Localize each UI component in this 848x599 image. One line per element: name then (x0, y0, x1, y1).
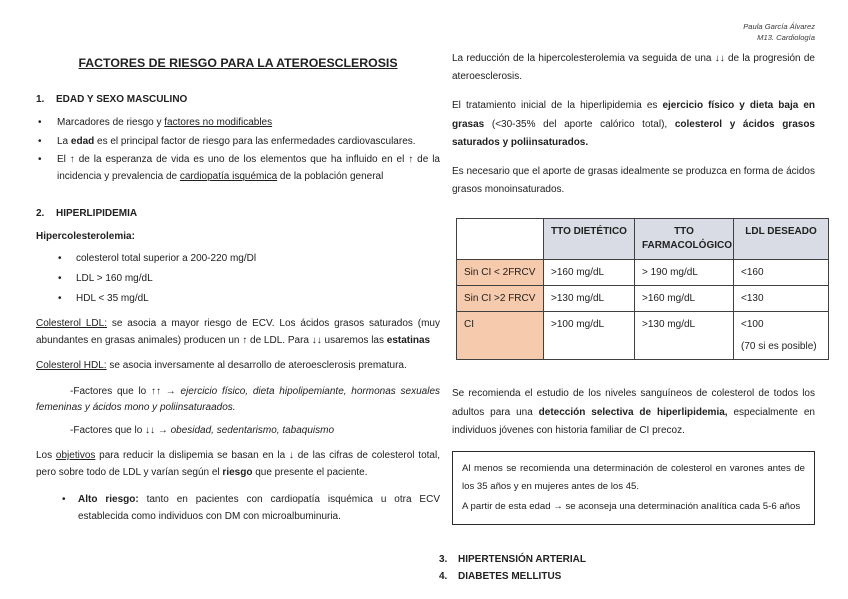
table-header-row: TTO DIETÉTICO TTO FARMACOLÓGICO LDL DESE… (456, 218, 829, 261)
section-3-title: HIPERTENSIÓN ARTERIAL (458, 553, 586, 565)
colesterol-ldl-paragraph: Colesterol LDL: se asocia a mayor riesgo… (36, 318, 440, 346)
list-item: Marcadores de riesgo y factores no modif… (36, 115, 440, 132)
table-header-cell-tto-dietetico: TTO DIETÉTICO (543, 218, 635, 261)
section-3-heading: 3. HIPERTENSIÓN ARTERIAL (439, 551, 815, 568)
ldl-note: (70 si es posible) (741, 341, 817, 353)
reduccion-paragraph: La reducción de la hipercolesterolemia v… (452, 53, 815, 83)
two-column-layout: FACTORES DE RIESGO PARA LA ATEROESCLEROS… (0, 0, 848, 585)
section-4-number: 4. (439, 570, 448, 582)
table-cell: >100 mg/dL (543, 311, 635, 361)
table-row: CI >100 mg/dL >130 mg/dL <100 (70 si es … (456, 311, 829, 361)
tratamiento-paragraph: El tratamiento inicial de la hiperlipide… (452, 100, 816, 148)
table-cell: <100 (70 si es posible) (733, 311, 829, 361)
section-2-number: 2. (36, 208, 45, 219)
table-header-cell-ldl-deseado: LDL DESEADO (733, 218, 829, 261)
box-line-2: A partir de esta edad → se aconseja una … (462, 501, 801, 513)
table-cell: >160 mg/dL (634, 285, 734, 313)
hipercolesterolemia-bullet-list: colesterol total superior a 200-220 mg/D… (36, 251, 440, 307)
table-cell: >130 mg/dL (634, 311, 734, 361)
left-column: FACTORES DE RIESGO PARA LA ATEROESCLEROS… (36, 50, 440, 585)
list-item: colesterol total superior a 200-220 mg/D… (36, 251, 440, 267)
deteccion-selectiva-paragraph: Se recomienda el estudio de los niveles … (452, 388, 815, 436)
table-cell: >130 mg/dL (543, 285, 635, 313)
list-item: HDL < 35 mg/dL (36, 291, 440, 307)
author-block: Paula García Álvarez M13. Cardiología (743, 22, 815, 43)
section-2-title: HIPERLIPIDEMIA (56, 208, 138, 219)
table-row: Sin CI < 2FRCV >160 mg/dL > 190 mg/dL <1… (456, 259, 829, 287)
section-4-heading: 4. DIABETES MELLITUS (439, 568, 815, 585)
table-cell: <160 (733, 259, 829, 287)
table-cell: > 190 mg/dL (634, 259, 734, 287)
table-cell: >160 mg/dL (543, 259, 635, 287)
document-title: FACTORES DE RIESGO PARA LA ATEROESCLEROS… (78, 56, 398, 70)
row-label-cell: CI (456, 311, 544, 361)
row-label-cell: Sin CI < 2FRCV (456, 259, 544, 287)
section-1-bullet-list: Marcadores de riesgo y factores no modif… (36, 115, 440, 185)
table-cell: <130 (733, 285, 829, 313)
list-item: El ↑ de la esperanza de vida es uno de l… (36, 152, 440, 185)
row-label-cell: Sin CI >2 FRCV (456, 285, 544, 313)
hipercolesterolemia-subheading: Hipercolesterolemia: (36, 231, 135, 242)
box-line-1: Al menos se recomienda una determinación… (462, 463, 805, 492)
aporte-grasas-paragraph: Es necesario que el aporte de grasas ide… (452, 166, 815, 196)
section-2-heading: 2. HIPERLIPIDEMIA (36, 206, 440, 221)
section-3-number: 3. (439, 553, 448, 565)
objetivos-paragraph: Los objetivos para reducir la dislipemia… (36, 450, 440, 478)
section-1-title: EDAD Y SEXO MASCULINO (56, 94, 188, 105)
factores-aumentan-paragraph: -Factores que lo ↑↑ → ejercicio físico, … (36, 385, 441, 414)
list-item: La edad es el principal factor de riesgo… (36, 134, 440, 151)
section-1-heading: 1. EDAD Y SEXO MASCULINO (36, 92, 440, 107)
section-4-title: DIABETES MELLITUS (458, 570, 562, 582)
next-sections-list: 3. HIPERTENSIÓN ARTERIAL 4. DIABETES MEL… (439, 551, 815, 585)
author-name: Paula García Álvarez (743, 22, 815, 31)
ldl-value: <100 (741, 319, 764, 331)
right-column: La reducción de la hipercolesterolemia v… (439, 50, 829, 585)
colesterol-hdl-paragraph: Colesterol HDL: se asocia inversamente a… (36, 360, 407, 371)
factores-disminuyen-paragraph: -Factores que lo ↓↓ → obesidad, sedentar… (70, 424, 335, 436)
ldl-treatment-table: TTO DIETÉTICO TTO FARMACOLÓGICO LDL DESE… (456, 218, 829, 361)
recommendation-box: Al menos se recomienda una determinación… (452, 451, 815, 525)
table-header-cell-tto-farmacologico: TTO FARMACOLÓGICO (634, 218, 734, 261)
section-1-number: 1. (36, 94, 45, 105)
list-item: LDL > 160 mg/dL (36, 271, 440, 287)
table-header-cell-blank (456, 218, 544, 261)
course-module: M13. Cardiología (757, 32, 815, 42)
alto-riesgo-bullet: Alto riesgo: tanto en pacientes con card… (36, 492, 440, 525)
table-row: Sin CI >2 FRCV >130 mg/dL >160 mg/dL <13… (456, 285, 829, 313)
